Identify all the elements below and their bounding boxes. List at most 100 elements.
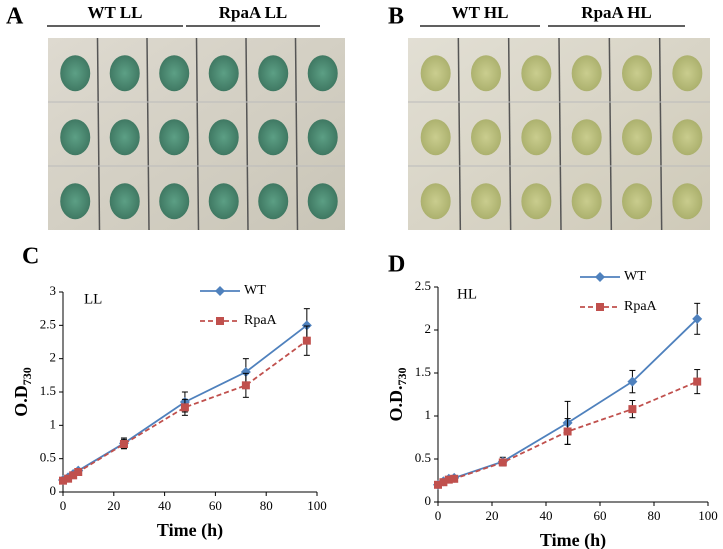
legend-marker xyxy=(215,286,225,296)
point xyxy=(119,440,128,448)
y-axis-label-sub: 730 xyxy=(395,368,409,386)
cell-spot xyxy=(307,183,338,220)
y-tick-label: 1 xyxy=(425,407,432,422)
x-tick-label: 20 xyxy=(486,508,499,523)
point xyxy=(69,471,78,480)
cell-spot xyxy=(208,55,239,92)
cell-spot xyxy=(420,55,451,92)
plate-divider xyxy=(558,37,562,231)
cell-spot xyxy=(159,55,190,92)
point xyxy=(563,427,572,436)
cell-spot xyxy=(258,119,289,156)
y-tick-label: 0.5 xyxy=(415,450,431,465)
cell-spot xyxy=(571,183,602,220)
x-axis-label: Time (h) xyxy=(540,530,606,549)
cell-spot xyxy=(571,55,602,92)
point xyxy=(241,381,250,390)
plate-spots xyxy=(48,37,710,231)
y-axis-label-sub: 730 xyxy=(20,367,34,385)
point xyxy=(444,475,453,484)
y-tick-label: 1.5 xyxy=(415,364,431,379)
y-tick-label: 0.5 xyxy=(40,450,56,465)
plate-divider xyxy=(608,37,613,231)
x-tick-label: 60 xyxy=(209,498,222,513)
x-tick-label: 40 xyxy=(158,498,171,513)
cell-spot xyxy=(307,119,338,156)
x-tick-label: 100 xyxy=(698,508,718,523)
point xyxy=(692,313,703,324)
y-tick-label: 2 xyxy=(425,321,432,336)
point xyxy=(180,403,189,412)
cell-spot xyxy=(571,119,602,156)
cell-spot xyxy=(471,55,502,92)
y-tick-label: 1 xyxy=(50,416,57,431)
series-line xyxy=(62,339,308,482)
plate-divider xyxy=(96,37,101,231)
cell-spot xyxy=(109,119,140,156)
panel-label: A xyxy=(6,4,24,30)
point xyxy=(59,476,67,485)
point xyxy=(301,320,312,331)
legend-label: RpaA xyxy=(244,313,278,328)
point xyxy=(498,458,507,467)
y-axis-label-main: O.D xyxy=(11,385,31,417)
annotation: HL xyxy=(457,286,477,302)
legend-label: WT xyxy=(624,269,646,284)
group-label: RpaA HL xyxy=(581,3,651,22)
y-axis-label-main: O.D. xyxy=(386,386,406,422)
point xyxy=(74,468,83,476)
legend-label: WT xyxy=(244,283,266,298)
plate-divider xyxy=(245,37,249,231)
cell-spot xyxy=(672,55,703,92)
cell-spot xyxy=(60,183,91,220)
cell-spot xyxy=(672,119,703,156)
y-tick-label: 1.5 xyxy=(40,383,56,398)
point xyxy=(240,367,251,377)
cell-spot xyxy=(471,119,502,156)
cell-spot xyxy=(471,183,502,220)
cell-spot xyxy=(307,55,338,92)
cell-spot xyxy=(258,183,289,220)
legend-marker xyxy=(596,303,604,311)
plate-divider xyxy=(146,37,150,231)
plate-divider xyxy=(457,37,462,231)
x-tick-label: 0 xyxy=(60,498,67,513)
cell-spot xyxy=(60,55,91,92)
legend-label: RpaA xyxy=(624,299,658,314)
point xyxy=(434,480,442,489)
x-tick-label: 60 xyxy=(594,508,607,523)
x-tick-label: 40 xyxy=(540,508,553,523)
point xyxy=(450,474,459,483)
x-tick-label: 0 xyxy=(435,508,442,523)
panel-label: C xyxy=(22,244,39,270)
point xyxy=(627,376,638,387)
cell-spot xyxy=(258,55,289,92)
plate-divider xyxy=(195,37,200,231)
cell-spot xyxy=(622,55,653,92)
point xyxy=(693,377,702,386)
x-axis-label: Time (h) xyxy=(157,520,223,541)
y-tick-label: 2.5 xyxy=(40,316,56,331)
cell-spot xyxy=(521,55,552,92)
y-tick-label: 2 xyxy=(50,350,57,365)
y-tick-label: 0 xyxy=(50,483,57,498)
cell-spot xyxy=(208,183,239,220)
x-tick-label: 80 xyxy=(260,498,273,513)
plate-divider xyxy=(507,37,512,231)
cell-spot xyxy=(159,119,190,156)
x-tick-label: 20 xyxy=(107,498,120,513)
x-tick-label: 100 xyxy=(307,498,327,513)
y-tick-label: 3 xyxy=(50,283,57,298)
point xyxy=(439,478,448,487)
y-tick-label: 0 xyxy=(425,493,432,508)
group-label: WT HL xyxy=(452,3,509,22)
plate-divider xyxy=(294,37,299,231)
point xyxy=(64,474,73,483)
cell-spot xyxy=(521,183,552,220)
panel-label: D xyxy=(388,252,405,278)
series-line xyxy=(437,380,698,486)
plate-divider xyxy=(658,37,663,231)
y-axis-label: O.D730 xyxy=(11,367,34,417)
x-tick-label: 80 xyxy=(648,508,661,523)
